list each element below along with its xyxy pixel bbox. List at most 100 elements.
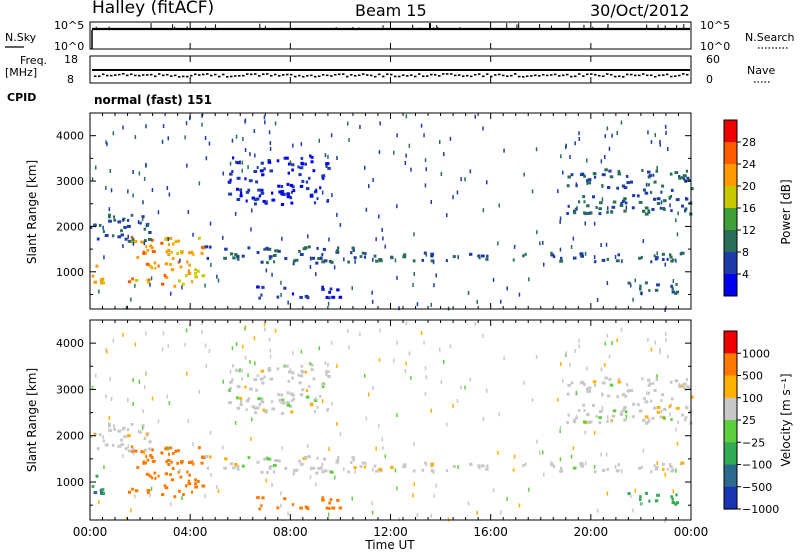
velocity-echo-cell <box>653 389 657 392</box>
velocity-sparse-echo <box>264 327 266 332</box>
velocity-echo-cell <box>668 404 672 408</box>
velocity-echo-cell <box>587 389 592 393</box>
velocity-echo-cell <box>684 416 688 420</box>
velocity-sparse-echo <box>112 338 115 343</box>
velocity-echo-cell <box>231 378 234 382</box>
nave-dot <box>426 75 429 77</box>
velocity-echo-cell <box>686 385 690 389</box>
velocity-echo-cell <box>292 472 295 476</box>
power-echo-cell <box>260 260 264 264</box>
power-sparse-echo <box>149 282 151 287</box>
velocity-echo-cell <box>325 372 328 376</box>
velocity-sparse-echo <box>167 446 169 451</box>
power-sparse-echo <box>235 134 238 139</box>
power-echo-cell <box>140 240 144 244</box>
velocity-echo-cell <box>674 502 678 506</box>
power-echo-cell <box>257 188 262 192</box>
velocity-echo-cell <box>595 414 598 418</box>
nave-dot <box>142 74 145 76</box>
velocity-sparse-echo <box>396 340 398 345</box>
velocity-echo-cell <box>617 463 620 467</box>
power-sparse-echo <box>452 195 454 200</box>
power-sparse-echo <box>364 165 366 170</box>
power-echo-cell <box>663 199 667 203</box>
power-echo-cell <box>284 257 288 260</box>
power-echo-cell <box>139 221 142 225</box>
velocity-echo-cell <box>315 397 318 401</box>
power-sparse-echo <box>647 130 649 135</box>
freq-left-tick-top: 18 <box>64 53 78 66</box>
nave-dot <box>118 73 121 76</box>
velocity-echo-cell <box>120 438 123 442</box>
velocity-sparse-echo <box>229 369 232 374</box>
velocity-echo-cell <box>566 421 569 425</box>
velocity-sparse-echo <box>569 362 571 367</box>
power-echo-cell <box>236 198 241 201</box>
nave-dot <box>94 75 97 78</box>
colorbar-tick-label: 4 <box>742 268 749 281</box>
power-sparse-echo <box>486 180 488 185</box>
nave-dot <box>414 75 417 78</box>
nave-dot <box>134 74 137 77</box>
nave-dot <box>654 75 657 78</box>
velocity-echo-cell <box>656 493 660 497</box>
power-echo-cell <box>593 260 597 264</box>
power-echo-cell <box>644 206 649 210</box>
velocity-echo-cell <box>245 408 248 412</box>
nave-dot <box>474 73 477 76</box>
power-echo-cell <box>90 225 93 229</box>
power-echo-cell <box>566 184 570 188</box>
nave-dot <box>682 73 685 75</box>
power-sparse-echo <box>359 125 361 129</box>
velocity-echo-cell <box>244 385 247 389</box>
power-sparse-echo <box>134 135 137 140</box>
power-sparse-echo <box>122 244 124 249</box>
power-echo-cell <box>200 251 204 255</box>
velocity-echo-cell <box>174 449 177 453</box>
power-echo-cell <box>208 245 212 249</box>
velocity-echo-cell <box>247 397 251 401</box>
power-sparse-echo <box>584 221 586 226</box>
power-sparse-echo <box>476 299 478 304</box>
velocity-echo-cell <box>259 377 264 381</box>
range-tick-label: 4000 <box>56 130 84 143</box>
time-axis-label: Time UT <box>364 538 415 552</box>
velocity-sparse-echo <box>621 469 623 474</box>
power-sparse-echo <box>142 200 144 205</box>
velocity-sparse-echo <box>327 512 330 517</box>
power-echo-cell <box>648 174 652 178</box>
velocity-echo-cell <box>625 383 629 387</box>
power-echo-cell <box>100 281 104 285</box>
power-echo-cell <box>176 252 179 255</box>
power-sparse-echo <box>439 140 441 144</box>
power-echo-cell <box>606 257 609 261</box>
velocity-sparse-echo <box>307 443 309 448</box>
power-echo-cell <box>300 156 304 160</box>
power-echo-cell <box>120 233 124 237</box>
power-sparse-echo <box>576 206 578 211</box>
power-echo-cell <box>632 194 636 198</box>
velocity-echo-cell <box>277 459 281 463</box>
nave-dot <box>194 73 197 76</box>
velocity-echo-cell <box>289 404 293 408</box>
velocity-sparse-echo <box>108 416 111 421</box>
power-echo-cell <box>164 275 169 279</box>
power-echo-cell <box>182 282 185 286</box>
velocity-echo-cell <box>644 415 649 419</box>
velocity-echo-cell <box>191 490 194 494</box>
power-echo-cell <box>687 179 691 182</box>
velocity-sparse-echo <box>630 493 632 498</box>
power-echo-cell <box>260 293 263 297</box>
power-sparse-echo <box>528 277 530 282</box>
velocity-sparse-echo <box>601 392 603 397</box>
velocity-echo-cell <box>234 463 238 466</box>
velocity-sparse-echo <box>543 472 545 477</box>
power-sparse-echo <box>675 218 677 223</box>
power-sparse-echo <box>656 251 658 256</box>
nave-dot <box>574 75 577 78</box>
power-echo-cell <box>639 287 642 291</box>
velocity-sparse-echo <box>425 375 427 380</box>
power-sparse-echo <box>578 137 580 141</box>
velocity-sparse-echo <box>239 368 241 373</box>
power-echo-cell <box>298 173 302 177</box>
